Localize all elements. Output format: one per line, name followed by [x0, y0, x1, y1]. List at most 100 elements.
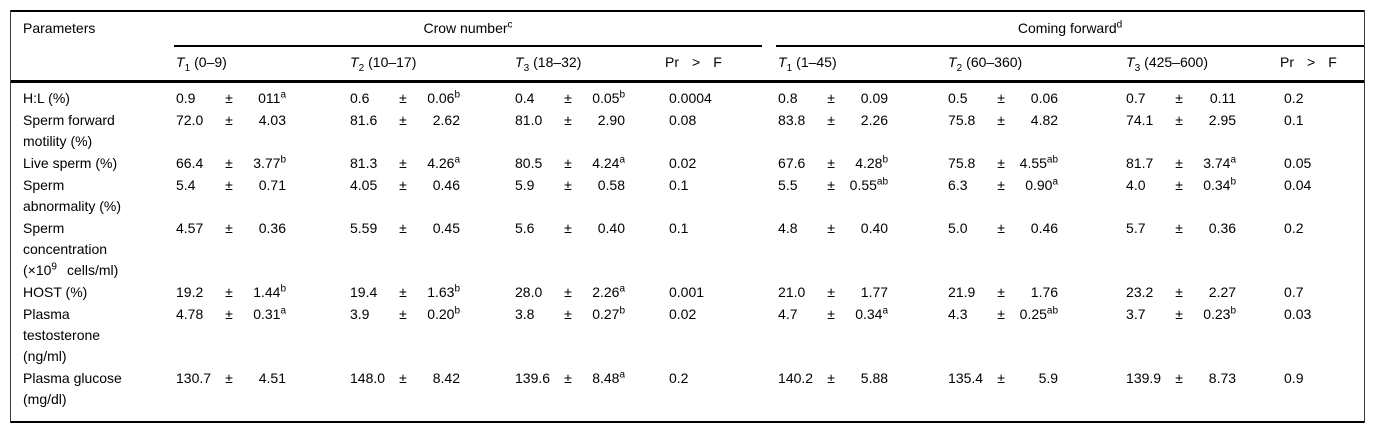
col-header-pr-f-coming: Pr > F [1278, 47, 1365, 83]
se: 2.26a [592, 283, 625, 300]
sig-letter: a [454, 154, 460, 166]
plus-minus: ± [827, 90, 835, 106]
group-header-row: Parameters Crow numberc Coming forwardd [11, 11, 1365, 83]
pr-value-cell: 0.001 [669, 284, 705, 300]
plus-minus: ± [564, 370, 572, 386]
value-cell: 5.7 ±0.36 [1124, 217, 1278, 281]
se: 5.9 [1038, 370, 1059, 386]
value-cell: 135.4 ±5.9 [946, 367, 1124, 422]
pr-value-cell: 0.2 [1284, 220, 1304, 236]
se: 1.44b [253, 283, 286, 300]
se: 0.06b [427, 89, 460, 106]
footnote-marker: d [1116, 19, 1123, 31]
mean: 0.6 [350, 90, 370, 106]
sig-letter: a [1230, 154, 1237, 166]
se: 3.77b [253, 154, 286, 171]
se: 0.58 [597, 177, 625, 193]
value-cell: 19.2 ±1.44b [174, 281, 348, 303]
value-cell: 0.5 ±0.06 [946, 82, 1124, 110]
mean: 83.8 [778, 112, 806, 128]
pr-value-cell: 0.02 [669, 155, 697, 171]
value-cell: 148.0 ±8.42 [348, 367, 513, 422]
sig-letter: a [280, 89, 286, 101]
value-cell: 81.0 ±2.90 [513, 109, 663, 152]
se: 0.05b [592, 89, 625, 106]
plus-minus: ± [564, 306, 572, 322]
mean: 74.1 [1126, 112, 1154, 128]
pr-value-cell: 0.04 [1284, 177, 1312, 193]
plus-minus: ± [827, 177, 835, 193]
plus-minus: ± [1175, 90, 1183, 106]
pr-value-cell: 0.1 [1284, 112, 1304, 128]
se: 0.09 [860, 90, 889, 106]
mean: 80.5 [515, 155, 543, 171]
se: 0.46 [1030, 220, 1059, 236]
pr-value-cell: 0.1 [669, 177, 689, 193]
table-row-plasma-testosterone: Plasma testosterone (ng/ml) 4.78 ±0.31a 3.9… [11, 303, 1364, 367]
param-cell: H:L (%) [23, 90, 70, 106]
value-cell: 28.0 ±2.26a [513, 281, 663, 303]
sig-letter: b [454, 305, 460, 317]
sig-letter: b [1230, 176, 1237, 188]
plus-minus: ± [997, 90, 1005, 106]
mean: 0.5 [948, 90, 968, 106]
table-row-live-sperm: Live sperm (%) 66.4 ±3.77b 81.3 ±4.26a 80.… [11, 152, 1364, 174]
se: 0.45 [432, 220, 460, 236]
value-cell: 4.3 ±0.25ab [946, 303, 1124, 367]
mean: 0.9 [176, 90, 196, 106]
mean: 135.4 [948, 370, 984, 386]
mean: 19.2 [176, 284, 204, 300]
pr-value-cell: 0.08 [669, 112, 697, 128]
se: 2.27 [1208, 284, 1237, 300]
se: 3.74a [1203, 154, 1237, 171]
pr-value-cell: 0.02 [669, 306, 697, 322]
mean: 5.0 [948, 220, 968, 236]
value-cell: 75.8 ±4.82 [946, 109, 1124, 152]
mean: 75.8 [948, 155, 976, 171]
plus-minus: ± [225, 177, 233, 193]
sig-letter: ab [1046, 154, 1059, 166]
plus-minus: ± [827, 112, 835, 128]
sig-letter: b [454, 283, 460, 295]
pr-value-cell: 0.2 [1284, 90, 1304, 106]
value-cell: 130.7 ±4.51 [174, 367, 348, 422]
value-cell: 81.7 ±3.74a [1124, 152, 1278, 174]
plus-minus: ± [564, 284, 572, 300]
se: 4.26a [427, 154, 460, 171]
exponent: 9 [51, 261, 57, 273]
pr-value-cell: 0.7 [1284, 284, 1304, 300]
mean: 28.0 [515, 284, 543, 300]
col-header-t1-crow: T1 (0–9) [174, 47, 348, 83]
plus-minus: ± [399, 220, 407, 236]
plus-minus: ± [1175, 112, 1183, 128]
table-row-sperm-forward-motility: Sperm forward motility (%) 72.0 ±4.03 81.6… [11, 109, 1364, 152]
plus-minus: ± [225, 112, 233, 128]
plus-minus: ± [997, 112, 1005, 128]
param-cell: HOST (%) [23, 284, 88, 300]
plus-minus: ± [564, 177, 572, 193]
value-cell: 81.3 ±4.26a [348, 152, 513, 174]
se: 1.63b [427, 283, 460, 300]
sig-letter: b [619, 305, 625, 317]
plus-minus: ± [1175, 284, 1183, 300]
mean: 148.0 [350, 370, 386, 386]
plus-minus: ± [564, 112, 572, 128]
value-cell: 21.9 ±1.76 [946, 281, 1124, 303]
col-header-pr-f-crow: Pr > F [663, 47, 777, 83]
se: 8.73 [1208, 370, 1237, 386]
se: 4.03 [258, 112, 286, 128]
col-header-t2-coming: T2 (60–360) [946, 47, 1125, 83]
mean: 81.0 [515, 112, 543, 128]
mean: 0.7 [1126, 90, 1146, 106]
se: 8.42 [432, 370, 460, 386]
table-row-plasma-glucose: Plasma glucose (mg/dl) 130.7 ±4.51 148.0 ±8… [11, 367, 1364, 422]
mean: 81.7 [1126, 155, 1154, 171]
mean: 5.6 [515, 220, 535, 236]
mean: 4.57 [176, 220, 204, 236]
plus-minus: ± [827, 306, 835, 322]
mean: 0.8 [778, 90, 798, 106]
value-cell: 23.2 ±2.27 [1124, 281, 1278, 303]
plus-minus: ± [827, 284, 835, 300]
pr-value-cell: 0.03 [1284, 306, 1312, 322]
se: 0.20b [427, 305, 460, 322]
